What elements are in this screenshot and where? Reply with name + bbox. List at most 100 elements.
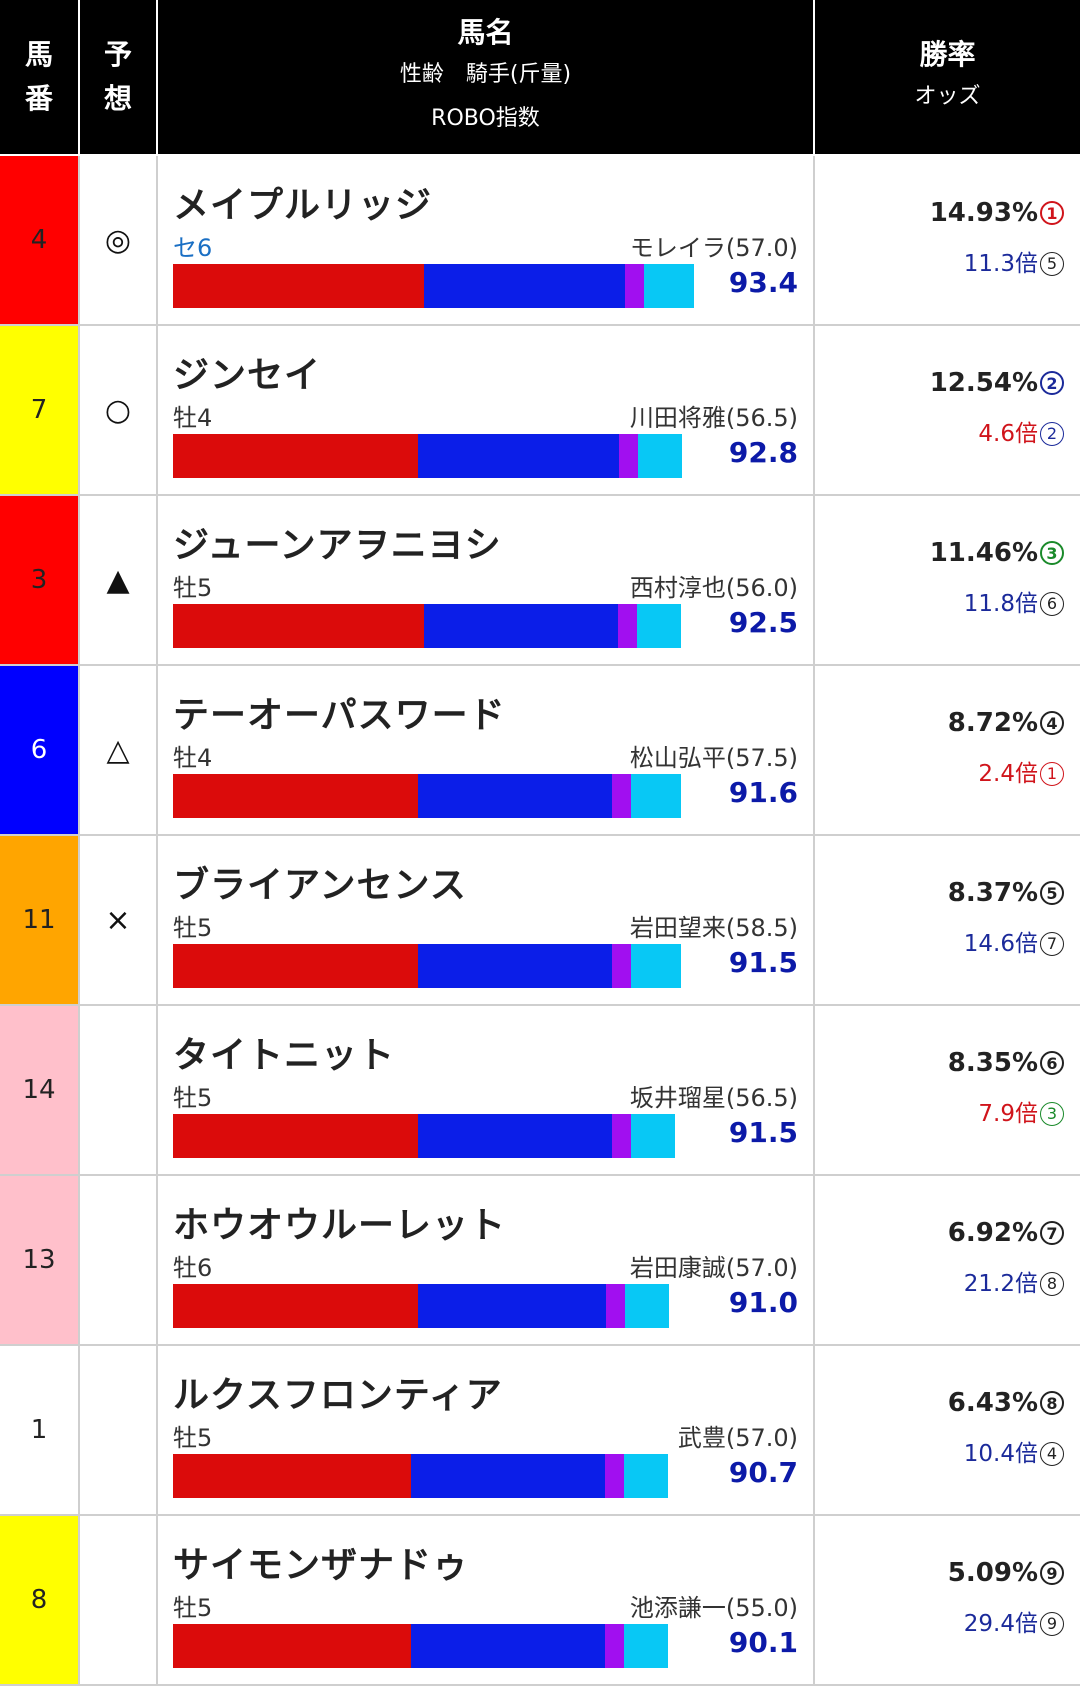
odds: 29.4倍 9	[964, 1604, 1064, 1638]
win-rate: 12.54% 2	[930, 368, 1064, 398]
win-rate-value: 8.35%	[947, 1048, 1038, 1078]
robo-index-value: 91.5	[728, 946, 798, 979]
win-rate-odds: 6.43% 8 10.4倍 4	[815, 1346, 1080, 1514]
odds-value: 11.8倍	[963, 591, 1038, 617]
horse-name[interactable]: ホウオウルーレット	[173, 1205, 507, 1246]
header-horse-number: 馬 番	[0, 0, 80, 154]
prediction-mark: ×	[80, 836, 158, 1004]
win-rate-rank-badge: 9	[1040, 1561, 1064, 1585]
bar-segment-purple	[612, 1114, 631, 1158]
win-rate: 6.92% 7	[948, 1218, 1064, 1248]
odds: 4.6倍 2	[978, 414, 1064, 448]
bar-segment-blue	[411, 1454, 605, 1498]
robo-index-value: 91.0	[728, 1286, 798, 1319]
win-rate-value: 6.92%	[947, 1218, 1038, 1248]
robo-index-bar	[173, 944, 681, 988]
jockey-weight: 松山弘平(57.5)	[629, 744, 798, 772]
horse-row[interactable]: 6 △ テーオーパスワード 牡4 松山弘平(57.5) 91.6 8.72% 4 2.4倍 1	[0, 666, 1080, 836]
jockey-weight: 坂井瑠星(56.5)	[629, 1084, 798, 1112]
prediction-mark	[80, 1176, 158, 1344]
odds: 11.8倍 6	[964, 584, 1064, 618]
horse-number: 11	[0, 836, 80, 1004]
bar-segment-cyan	[631, 944, 681, 988]
bar-segment-cyan	[637, 604, 681, 648]
bar-segment-purple	[618, 604, 637, 648]
horse-row[interactable]: 14 タイトニット 牡5 坂井瑠星(56.5) 91.5 8.35% 6 7.9倍 3	[0, 1006, 1080, 1176]
odds: 10.4倍 4	[964, 1434, 1064, 1468]
prediction-mark: ▲	[80, 496, 158, 664]
odds-rank-badge: 6	[1040, 592, 1064, 616]
odds-value: 4.6倍	[978, 421, 1038, 447]
robo-index-bar	[173, 604, 681, 648]
header-name-title: 馬名	[457, 16, 514, 49]
horse-name[interactable]: ルクスフロンティア	[173, 1375, 503, 1416]
odds-value: 7.9倍	[978, 1101, 1038, 1127]
sex-age: 牡4	[173, 744, 213, 772]
odds-value: 21.2倍	[963, 1271, 1038, 1297]
bar-segment-red	[173, 1284, 418, 1328]
header-horse-number-label: 馬 番	[24, 38, 53, 115]
prediction-mark	[80, 1516, 158, 1684]
jockey-weight: モレイラ(57.0)	[629, 234, 798, 262]
horse-row[interactable]: 7 ○ ジンセイ 牡4 川田将雅(56.5) 92.8 12.54% 2 4.6倍 2	[0, 326, 1080, 496]
win-rate-value: 6.43%	[947, 1388, 1038, 1418]
bar-segment-blue	[424, 604, 618, 648]
header-odds-sub: オッズ	[914, 84, 981, 109]
odds-rank-badge: 8	[1040, 1272, 1064, 1296]
horse-row[interactable]: 8 サイモンザナドゥ 牡5 池添謙一(55.0) 90.1 5.09% 9 29.4倍 9	[0, 1516, 1080, 1686]
horse-info: メイプルリッジ セ6 モレイラ(57.0) 93.4	[158, 156, 815, 324]
robo-index-value: 90.7	[728, 1456, 798, 1489]
horse-number: 4	[0, 156, 80, 324]
horse-name[interactable]: テーオーパスワード	[173, 695, 506, 736]
horse-number: 6	[0, 666, 80, 834]
win-rate-value: 14.93%	[929, 198, 1038, 228]
win-rate-rank-badge: 3	[1040, 541, 1064, 565]
sex-age: 牡6	[173, 1254, 213, 1282]
horse-name[interactable]: サイモンザナドゥ	[173, 1545, 470, 1586]
bar-segment-red	[173, 1114, 418, 1158]
bar-segment-blue	[418, 944, 612, 988]
horse-name[interactable]: ジューンアヲニヨシ	[173, 525, 502, 566]
win-rate-odds: 12.54% 2 4.6倍 2	[815, 326, 1080, 494]
bar-segment-red	[173, 1454, 411, 1498]
bar-segment-purple	[612, 944, 631, 988]
horse-row[interactable]: 4 ◎ メイプルリッジ セ6 モレイラ(57.0) 93.4 14.93% 1 11.3倍 5	[0, 156, 1080, 326]
bar-segment-cyan	[625, 1284, 669, 1328]
bar-segment-cyan	[631, 774, 681, 818]
horse-info: ジューンアヲニヨシ 牡5 西村淳也(56.0) 92.5	[158, 496, 815, 664]
horse-number: 8	[0, 1516, 80, 1684]
horse-name[interactable]: ジンセイ	[173, 355, 322, 396]
horse-row[interactable]: 11 × ブライアンセンス 牡5 岩田望来(58.5) 91.5 8.37% 5 14.6倍 7	[0, 836, 1080, 1006]
robo-index-value: 92.8	[728, 436, 798, 469]
prediction-mark: ◎	[80, 156, 158, 324]
odds-rank-badge: 1	[1040, 762, 1064, 786]
bar-segment-red	[173, 774, 418, 818]
horse-name[interactable]: タイトニット	[173, 1035, 396, 1076]
win-rate: 6.43% 8	[948, 1388, 1064, 1418]
horse-row[interactable]: 1 ルクスフロンティア 牡5 武豊(57.0) 90.7 6.43% 8 10.4倍 4	[0, 1346, 1080, 1516]
bar-segment-red	[173, 1624, 411, 1668]
bar-segment-cyan	[624, 1454, 668, 1498]
robo-index-bar	[173, 434, 682, 478]
bar-segment-purple	[612, 774, 631, 818]
bar-segment-cyan	[638, 434, 682, 478]
win-rate-rank-badge: 8	[1040, 1391, 1064, 1415]
win-rate-value: 12.54%	[929, 368, 1038, 398]
horse-name[interactable]: メイプルリッジ	[173, 185, 433, 226]
robo-index-bar	[173, 1284, 669, 1328]
odds-rank-badge: 4	[1040, 1442, 1064, 1466]
win-rate: 5.09% 9	[948, 1558, 1064, 1588]
bar-segment-blue	[411, 1624, 605, 1668]
bar-segment-purple	[625, 264, 644, 308]
horse-row[interactable]: 13 ホウオウルーレット 牡6 岩田康誠(57.0) 91.0 6.92% 7 21.2倍 8	[0, 1176, 1080, 1346]
win-rate-rank-badge: 7	[1040, 1221, 1064, 1245]
win-rate-rank-badge: 2	[1040, 371, 1064, 395]
header-prediction-label: 予 想	[103, 38, 132, 115]
horse-number: 14	[0, 1006, 80, 1174]
bar-segment-cyan	[644, 264, 694, 308]
horse-name[interactable]: ブライアンセンス	[173, 865, 467, 906]
win-rate-value: 11.46%	[929, 538, 1038, 568]
win-rate: 8.72% 4	[948, 708, 1064, 738]
horse-row[interactable]: 3 ▲ ジューンアヲニヨシ 牡5 西村淳也(56.0) 92.5 11.46% 3 11.8倍 6	[0, 496, 1080, 666]
horse-info: タイトニット 牡5 坂井瑠星(56.5) 91.5	[158, 1006, 815, 1174]
